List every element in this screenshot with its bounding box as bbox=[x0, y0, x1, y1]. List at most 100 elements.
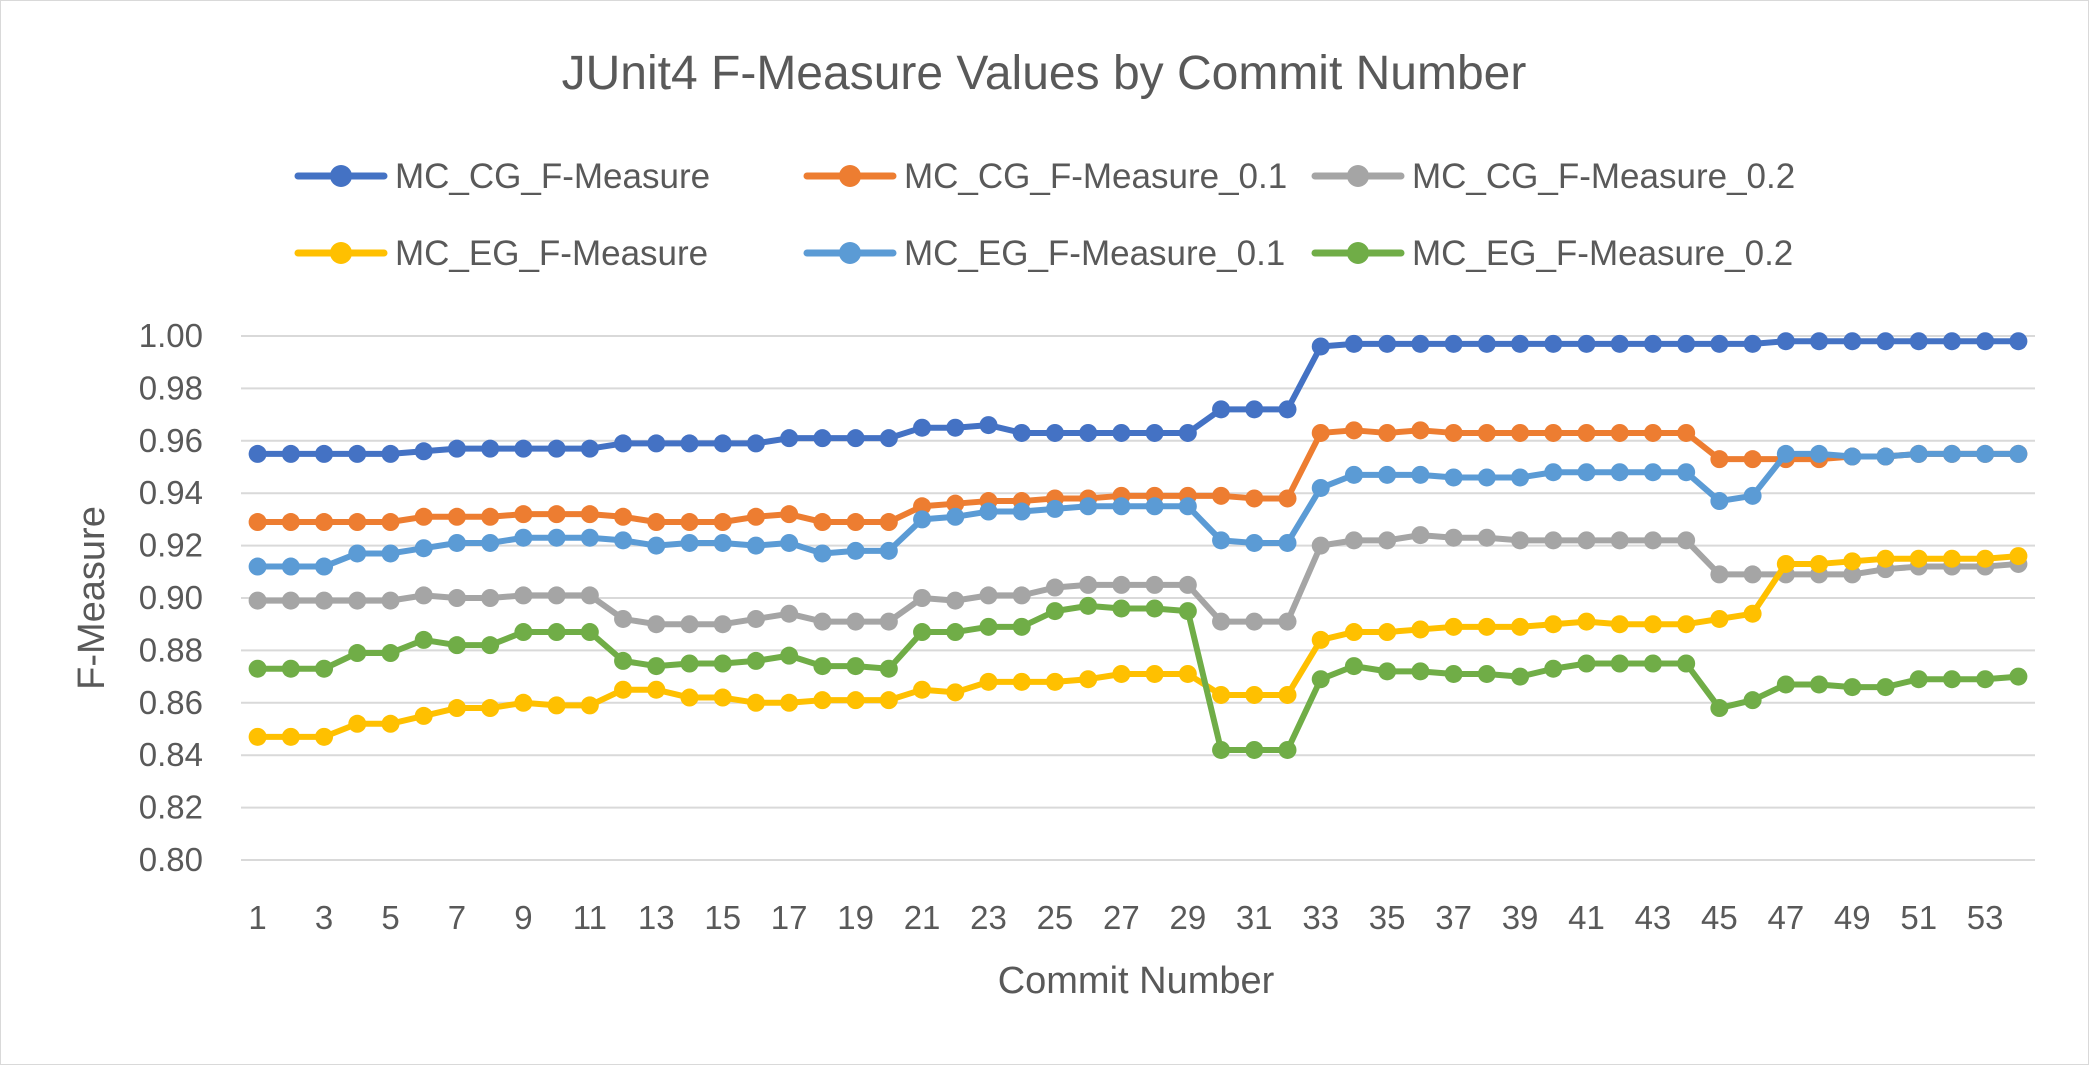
data-point bbox=[979, 672, 998, 691]
data-point bbox=[946, 418, 965, 437]
data-point bbox=[580, 439, 599, 458]
data-point bbox=[2009, 667, 2028, 686]
data-point bbox=[1012, 617, 1031, 636]
x-tick-label: 41 bbox=[1568, 899, 1605, 936]
x-tick-label: 47 bbox=[1767, 899, 1804, 936]
legend-item: MC_CG_F-Measure_0.2 bbox=[1311, 157, 1795, 196]
data-point bbox=[1743, 450, 1762, 469]
data-point bbox=[1810, 332, 1829, 351]
data-point bbox=[846, 612, 865, 631]
data-point bbox=[1776, 332, 1795, 351]
data-point bbox=[381, 714, 400, 733]
data-point bbox=[1311, 536, 1330, 555]
data-point bbox=[913, 510, 932, 529]
data-point bbox=[1079, 670, 1098, 689]
x-tick-label: 27 bbox=[1103, 899, 1140, 936]
data-point bbox=[1511, 617, 1530, 636]
data-point bbox=[979, 617, 998, 636]
data-point bbox=[1178, 664, 1197, 683]
data-point bbox=[1344, 334, 1363, 353]
data-point bbox=[1710, 492, 1729, 511]
data-point bbox=[414, 539, 433, 558]
legend-label: MC_CG_F-Measure_0.1 bbox=[904, 157, 1287, 196]
data-point bbox=[447, 533, 466, 552]
data-point bbox=[647, 434, 666, 453]
data-point bbox=[1942, 444, 1961, 463]
data-point bbox=[780, 693, 799, 712]
data-point bbox=[1045, 578, 1064, 597]
data-point bbox=[1876, 678, 1895, 697]
data-point bbox=[946, 494, 965, 513]
data-point bbox=[913, 589, 932, 607]
data-point bbox=[680, 533, 699, 552]
data-point bbox=[1145, 575, 1164, 594]
data-point bbox=[348, 544, 367, 563]
data-point bbox=[1477, 468, 1496, 487]
y-tick-label: 1.00 bbox=[139, 317, 203, 354]
data-point bbox=[1976, 670, 1995, 689]
x-tick-label: 35 bbox=[1369, 899, 1406, 936]
data-point bbox=[1145, 497, 1164, 516]
data-point bbox=[447, 589, 466, 607]
data-point bbox=[713, 513, 732, 532]
legend: MC_CG_F-Measure MC_CG_F-Measure_0.1 MC_CG_… bbox=[294, 157, 1795, 273]
data-point bbox=[1843, 447, 1862, 466]
data-point bbox=[680, 688, 699, 707]
data-point bbox=[1544, 659, 1563, 678]
data-point bbox=[713, 434, 732, 453]
data-point bbox=[1411, 662, 1430, 681]
data-point bbox=[813, 429, 832, 448]
data-point bbox=[1843, 565, 1862, 584]
data-point bbox=[1810, 554, 1829, 573]
data-point bbox=[1444, 617, 1463, 636]
data-point bbox=[1677, 531, 1696, 550]
data-point bbox=[846, 541, 865, 560]
y-tick-label: 0.88 bbox=[139, 631, 203, 668]
data-point bbox=[1477, 617, 1496, 636]
data-point bbox=[879, 691, 898, 710]
x-tick-label: 19 bbox=[837, 899, 874, 936]
data-point bbox=[1577, 423, 1596, 442]
data-point bbox=[381, 513, 400, 532]
data-point bbox=[846, 429, 865, 448]
data-point bbox=[746, 651, 765, 670]
data-point bbox=[1610, 654, 1629, 673]
data-point bbox=[1577, 654, 1596, 673]
data-point bbox=[281, 659, 300, 678]
data-point bbox=[647, 513, 666, 532]
data-point bbox=[614, 507, 633, 526]
data-point bbox=[447, 507, 466, 526]
data-point bbox=[547, 586, 566, 605]
data-point bbox=[780, 429, 799, 448]
data-point bbox=[647, 536, 666, 555]
data-point bbox=[514, 693, 533, 712]
data-point bbox=[1776, 554, 1795, 573]
data-point bbox=[780, 505, 799, 524]
data-point bbox=[1544, 615, 1563, 634]
data-point bbox=[1178, 575, 1197, 594]
data-point bbox=[315, 557, 334, 576]
data-point bbox=[1278, 400, 1297, 419]
data-point bbox=[746, 434, 765, 453]
data-point bbox=[1212, 740, 1231, 759]
y-tick-label: 0.82 bbox=[139, 789, 203, 826]
data-point bbox=[1776, 675, 1795, 694]
x-tick-label: 39 bbox=[1502, 899, 1539, 936]
data-point bbox=[281, 727, 300, 746]
data-point bbox=[1710, 609, 1729, 628]
data-point bbox=[1278, 685, 1297, 704]
series-layer bbox=[248, 332, 2028, 759]
data-point bbox=[1411, 620, 1430, 639]
data-point bbox=[647, 615, 666, 634]
data-point bbox=[1511, 334, 1530, 353]
data-point bbox=[381, 544, 400, 563]
legend-item: MC_CG_F-Measure bbox=[294, 157, 710, 196]
data-point bbox=[913, 497, 932, 516]
y-tick-label: 0.92 bbox=[139, 527, 203, 564]
data-point bbox=[1411, 334, 1430, 353]
data-point bbox=[1610, 334, 1629, 353]
data-point bbox=[1577, 463, 1596, 482]
data-point bbox=[1976, 444, 1995, 463]
data-point bbox=[713, 688, 732, 707]
